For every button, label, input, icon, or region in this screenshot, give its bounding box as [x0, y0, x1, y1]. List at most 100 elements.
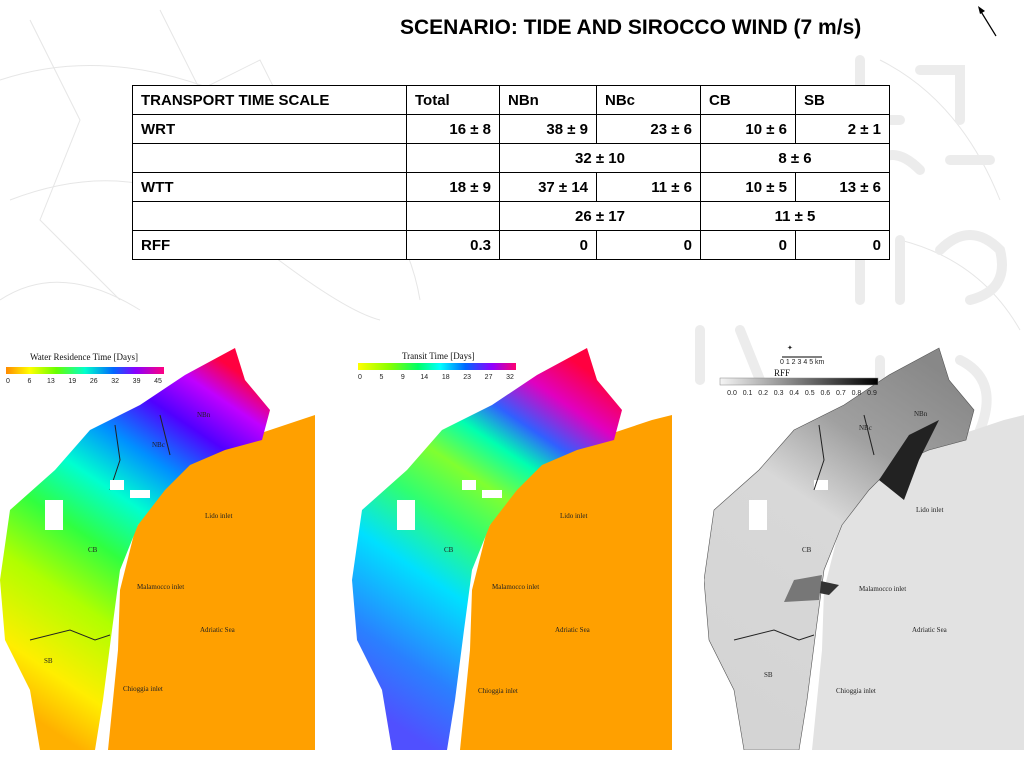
- transport-time-table: TRANSPORT TIME SCALE Total NBn NBc CB SB…: [132, 85, 890, 260]
- colorbar-tick-label: 0: [6, 378, 10, 385]
- merged-cell-north: 26 ± 17: [499, 201, 701, 231]
- label-adriatic-sea: Adriatic Sea: [912, 626, 948, 634]
- scale-label: 0 1 2 3 4 5 km: [780, 359, 825, 366]
- merged-cell-south: 11 ± 5: [700, 201, 890, 231]
- empty-cell: [406, 143, 500, 173]
- colorbar-tick-label: 0.3: [774, 390, 784, 397]
- table-cell: 0.3: [406, 230, 500, 260]
- sea-area: [812, 415, 1024, 750]
- table-cell: 16 ± 8: [406, 114, 500, 144]
- table-cell: 10 ± 5: [700, 172, 796, 202]
- label-chioggia-inlet: Chioggia inlet: [478, 687, 518, 695]
- table-cell: 23 ± 6: [596, 114, 701, 144]
- colorbar-tick-label: 14: [420, 374, 428, 381]
- colorbar-tick-label: 32: [111, 378, 119, 385]
- table-row-wrt: WRT 16 ± 8 38 ± 9 23 ± 6 10 ± 6 2 ± 1: [132, 114, 890, 144]
- table-cell: 0: [700, 230, 796, 260]
- map-transit-time: Transit Time [Days] 0 5 9 14 18 23 27 32 CB Lid…: [352, 340, 672, 750]
- colorbar-tick-label: 0.7: [836, 390, 846, 397]
- label-nbc: NBc: [152, 441, 165, 449]
- row-label: WRT: [132, 114, 407, 144]
- label-sb: SB: [44, 657, 53, 665]
- label-cb: CB: [444, 546, 454, 554]
- lagoon-area: [0, 348, 270, 750]
- colorbar-tick-label: 9: [401, 374, 405, 381]
- table-row-wrt-merged: 32 ± 10 8 ± 6: [132, 143, 890, 173]
- colorbar-tick-label: 0.4: [789, 390, 799, 397]
- label-adriatic-sea: Adriatic Sea: [200, 626, 236, 634]
- colorbar: [358, 363, 516, 370]
- colorbar-tick-label: 0.1: [743, 390, 753, 397]
- label-nbn: NBn: [197, 411, 211, 419]
- sea-area: [108, 415, 315, 750]
- table-row-rff: RFF 0.3 0 0 0 0: [132, 230, 890, 260]
- colorbar-tick-label: 0.0: [727, 390, 737, 397]
- colorbar-tick-label: 39: [133, 378, 141, 385]
- colorbar-tick-label: 18: [442, 374, 450, 381]
- colorbar-tick-label: 0.6: [820, 390, 830, 397]
- colorbar-title: Transit Time [Days]: [402, 351, 475, 361]
- colorbar-tick-label: 27: [485, 374, 493, 381]
- colorbar: [719, 377, 879, 386]
- colorbar-tick-label: 45: [154, 378, 162, 385]
- header-cell: CB: [700, 85, 796, 115]
- table-cell: 10 ± 6: [700, 114, 796, 144]
- label-nbn: NBn: [914, 410, 928, 418]
- colorbar-tick-label: 0: [358, 374, 362, 381]
- table-cell: 18 ± 9: [406, 172, 500, 202]
- colorbar-tick-label: 19: [68, 378, 76, 385]
- slide-title: SCENARIO: TIDE AND SIROCCO WIND (7 m/s): [400, 16, 862, 39]
- colorbar-tick-label: 26: [90, 378, 98, 385]
- map-scale-bar: 0 1 2 3 4 5 km ✦: [780, 344, 825, 366]
- lagoon-area: [352, 348, 622, 750]
- label-sb: SB: [764, 671, 773, 679]
- colorbar-tick-label: 0.2: [758, 390, 768, 397]
- table-cell: 11 ± 6: [596, 172, 701, 202]
- table-header-row: TRANSPORT TIME SCALE Total NBn NBc CB SB: [132, 85, 890, 115]
- label-cb: CB: [802, 546, 812, 554]
- label-chioggia-inlet: Chioggia inlet: [836, 687, 876, 695]
- table-cell: 38 ± 9: [499, 114, 597, 144]
- sea-area: [460, 415, 672, 750]
- table-cell: 0: [596, 230, 701, 260]
- label-cb: CB: [88, 546, 98, 554]
- label-malamocco-inlet: Malamocco inlet: [492, 583, 539, 591]
- colorbar-tick-label: 0.8: [852, 390, 862, 397]
- table-cell: 37 ± 14: [499, 172, 597, 202]
- colorbar-tick-label: 5: [379, 374, 383, 381]
- colorbar-tick-label: 0.5: [805, 390, 815, 397]
- empty-cell: [406, 201, 500, 231]
- table-cell: 2 ± 1: [795, 114, 890, 144]
- colorbar-title: RFF: [774, 368, 790, 378]
- label-lido-inlet: Lido inlet: [916, 506, 943, 514]
- table-cell: 0: [499, 230, 597, 260]
- label-lido-inlet: Lido inlet: [205, 512, 232, 520]
- label-lido-inlet: Lido inlet: [560, 512, 587, 520]
- empty-cell: [132, 201, 407, 231]
- merged-cell-north: 32 ± 10: [499, 143, 701, 173]
- header-cell: NBc: [596, 85, 701, 115]
- header-cell: Total: [406, 85, 500, 115]
- table-cell: 13 ± 6: [795, 172, 890, 202]
- table-row-wtt: WTT 18 ± 9 37 ± 14 11 ± 6 10 ± 5 13 ± 6: [132, 172, 890, 202]
- map-rff: 0 1 2 3 4 5 km ✦ RFF 0.0 0.1 0.2 0.3 0.4 0.5 0…: [704, 340, 1024, 750]
- label-chioggia-inlet: Chioggia inlet: [123, 685, 163, 693]
- label-adriatic-sea: Adriatic Sea: [555, 626, 591, 634]
- colorbar-tick-label: 23: [463, 374, 471, 381]
- merged-cell-south: 8 ± 6: [700, 143, 890, 173]
- row-label: RFF: [132, 230, 407, 260]
- table-cell: 0: [795, 230, 890, 260]
- north-arrow-icon: [978, 6, 997, 37]
- table-row-wtt-merged: 26 ± 17 11 ± 5: [132, 201, 890, 231]
- row-label: WTT: [132, 172, 407, 202]
- header-cell: TRANSPORT TIME SCALE: [132, 85, 407, 115]
- compass-icon: ✦: [787, 344, 793, 352]
- colorbar-tick-label: 13: [47, 378, 55, 385]
- colorbar-tick-label: 6: [27, 378, 31, 385]
- colorbar: [6, 367, 164, 374]
- header-cell: NBn: [499, 85, 597, 115]
- header-cell: SB: [795, 85, 890, 115]
- colorbar-tick-label: 0.9: [867, 390, 877, 397]
- label-malamocco-inlet: Malamocco inlet: [137, 583, 184, 591]
- colorbar-title: Water Residence Time [Days]: [30, 352, 138, 362]
